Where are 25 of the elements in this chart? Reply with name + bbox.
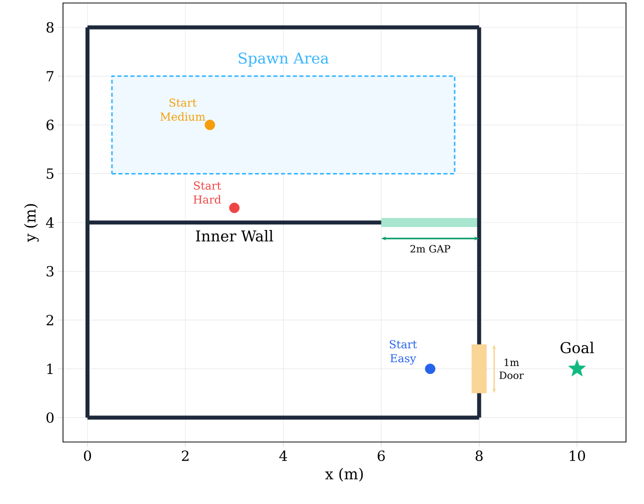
legend-label: 1m Door [500,358,524,380]
series-label: Start Hard [194,181,222,204]
text: 2m GAP [410,245,450,253]
y-tick-label: 3 [46,266,54,277]
x-tick-label: 8 [476,450,483,462]
x-tick-label: 4 [279,450,288,461]
series-label: Start Medium [160,98,206,121]
y-tick-label: 4 [46,217,54,228]
x-tick-label: 2 [182,450,188,461]
y-tick-label: 1 [47,364,53,374]
series-label: Start Easy [390,340,417,365]
series-label: Spawn Area [238,52,329,67]
y-tick-label: 0 [46,412,54,423]
y-tick-label: 7 [46,71,54,82]
y-tick-label: 5 [46,168,54,179]
y-tick-label: 2 [46,314,54,326]
x-axis-title: x (m) [325,468,363,482]
y-axis-title: y (m) [24,204,39,242]
x-tick-label: 10 [570,450,586,462]
series-label: Goal [560,342,594,354]
series-label: Inner Wall [196,230,274,242]
x-tick-label: 6 [378,450,385,462]
y-tick-label: 6 [46,120,54,130]
x-tick-label: 0 [84,450,92,462]
y-tick-label: 8 [46,22,54,33]
